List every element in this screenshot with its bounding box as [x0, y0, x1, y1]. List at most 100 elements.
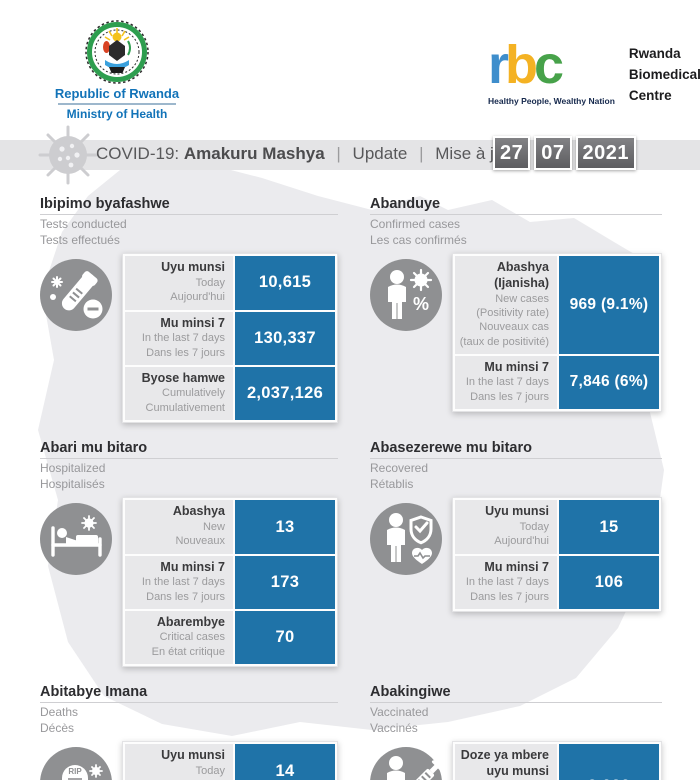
- table-row: Uyu munsi Today Aujourd'hui 10,615: [125, 256, 335, 310]
- row-sublabel: In the last 7 days: [141, 332, 225, 345]
- row-sublabel: Aujourd'hui: [170, 291, 225, 304]
- row-label: Mu minsi 7: [484, 359, 549, 374]
- value-cell: 70: [235, 610, 335, 665]
- ministry-name: Ministry of Health: [66, 107, 168, 121]
- value-cell: 2,037,126: [235, 366, 335, 421]
- value-cell: 969 (9.1%): [559, 256, 659, 354]
- row-sublabel: Dans les 7 jours: [146, 590, 225, 603]
- table-row: Mu minsi 7 In the last 7 days Dans les 7…: [125, 555, 335, 609]
- tombstone-icon: RIP: [40, 747, 112, 780]
- recovered-table: Uyu munsi Today Aujourd'hui 15 Mu minsi …: [452, 497, 662, 612]
- section-subtitle-en: Recovered: [370, 461, 429, 476]
- date-month: 07: [534, 136, 572, 170]
- title-main: Amakuru Mashya: [183, 144, 325, 163]
- rbc-name: Rwanda Biomedical Centre: [629, 44, 700, 107]
- title-prefix: COVID-19:: [96, 144, 180, 163]
- table-row: Abashya New Nouveaux 13: [125, 500, 335, 554]
- row-sublabel: In the last 7 days: [465, 576, 549, 589]
- row-label: Mu minsi 7: [484, 559, 549, 574]
- row-sublabel: Aujourd'hui: [494, 535, 549, 548]
- row-sublabel: Today: [195, 765, 225, 778]
- row-sublabel: (taux de positivité): [459, 335, 549, 348]
- pipe-separator: |: [336, 144, 341, 163]
- test-tube-icon: [40, 259, 112, 332]
- table-row: Abarembye Critical cases En état critiqu…: [125, 610, 335, 665]
- section-title: Abasezerewe mu bitaro: [370, 440, 662, 460]
- section-title: Abanduye: [370, 196, 662, 215]
- confirmed-case-icon: %: [370, 259, 442, 332]
- row-label: Mu minsi 7: [160, 315, 225, 330]
- date-display: 27 07 2021: [493, 136, 636, 170]
- section-title: Ibipimo byafashwe: [40, 196, 338, 215]
- row-label: Uyu munsi: [161, 748, 225, 763]
- row-label: Uyu munsi: [485, 504, 549, 519]
- row-sublabel: Dans les 7 jours: [470, 590, 549, 603]
- row-sublabel: Cumulativement: [145, 401, 225, 414]
- section-subtitle-fr: Décès: [40, 721, 75, 736]
- section-subtitle-fr: Tests effectués: [40, 233, 120, 248]
- section-subtitle-en: Deaths: [40, 705, 79, 720]
- section-subtitle-fr: Vaccinés: [370, 721, 418, 736]
- row-sublabel: In the last 7 days: [141, 576, 225, 589]
- section-subtitle-fr: Rétablis: [370, 477, 414, 492]
- row-label: Mu minsi 7: [160, 559, 225, 574]
- row-sublabel: New cases: [495, 292, 549, 305]
- table-row: Mu minsi 7 In the last 7 days Dans les 7…: [125, 311, 335, 365]
- rbc-logo: rbc Healthy People, Wealthy Nation Rwand…: [488, 36, 700, 107]
- section-vaccinated: Abakingiwe Vaccinated Vaccinés: [370, 684, 662, 780]
- row-label: Abarembye: [156, 614, 225, 629]
- row-sublabel: Cumulatively: [162, 387, 225, 400]
- row-sublabel: Today: [195, 277, 225, 289]
- rbc-name-line: Biomedical: [628, 66, 700, 82]
- rbc-wordmark: rbc: [488, 36, 615, 94]
- table-row: Mu minsi 7 In the last 7 days Dans les 7…: [455, 355, 659, 410]
- value-cell: 173: [235, 555, 335, 609]
- row-sublabel: Nouveaux cas: [479, 321, 549, 334]
- table-row: Byose hamwe Cumulatively Cumulativement …: [125, 366, 335, 421]
- government-name: Republic of Rwanda: [54, 86, 180, 101]
- section-subtitle-en: Vaccinated: [370, 705, 429, 720]
- table-row: Uyu munsi Today Aujourd'hui 15: [455, 500, 659, 554]
- row-label: Uyu munsi: [161, 260, 225, 275]
- value-cell: 15: [559, 500, 659, 554]
- section-subtitle-fr: Les cas confirmés: [370, 233, 467, 248]
- vaccine-syringe-icon: [370, 747, 442, 780]
- row-sublabel: Dans les 7 jours: [470, 390, 549, 403]
- table-row: Uyu munsi Today Aujourd'hui 14: [125, 744, 335, 780]
- row-sublabel: Critical cases: [159, 631, 225, 644]
- table-row: Mu minsi 7 In the last 7 days Dans les 7…: [455, 555, 659, 609]
- row-sublabel: In the last 7 days: [465, 376, 549, 389]
- row-label: Byose hamwe: [141, 370, 225, 385]
- section-hospitalized: Abari mu bitaro Hospitalized Hospitalisé…: [40, 440, 338, 668]
- title-bar: COVID-19: Amakuru Mashya | Update | Mise…: [0, 125, 700, 185]
- value-cell: 14: [235, 744, 335, 780]
- vaccinated-table: Doze ya mbere uyu munsi First dose today…: [452, 741, 662, 780]
- section-recovered: Abasezerewe mu bitaro Recovered Rétablis: [370, 440, 662, 667]
- row-sublabel: En état critique: [151, 645, 225, 658]
- rbc-name-line: Rwanda: [628, 46, 681, 61]
- section-title: Abitabye Imana: [40, 684, 338, 704]
- deaths-table: Uyu munsi Today Aujourd'hui 14 Mu minsi …: [122, 741, 338, 780]
- title-update: Update: [352, 144, 408, 163]
- recovered-shield-icon: [370, 503, 442, 576]
- table-row: Doze ya mbere uyu munsi First dose today…: [455, 744, 659, 780]
- value-cell: 10,615: [235, 256, 335, 310]
- value-cell: 3,020: [559, 744, 659, 780]
- row-sublabel: Nouveaux: [175, 535, 225, 548]
- section-subtitle-en: Hospitalized: [40, 461, 106, 476]
- pipe-separator: |: [419, 144, 424, 163]
- date-day: 27: [493, 136, 531, 170]
- hospitalized-table: Abashya New Nouveaux 13 Mu minsi 7 In th…: [122, 497, 338, 668]
- rip-label: RIP: [68, 767, 82, 776]
- logo-row: Republic of Rwanda Ministry of Health rb…: [0, 14, 700, 130]
- confirmed-table: Abashya (Ijanisha) New cases (Positivity…: [452, 253, 662, 413]
- section-title: Abari mu bitaro: [40, 440, 338, 460]
- value-cell: 106: [559, 555, 659, 609]
- row-sublabel: New: [202, 521, 225, 534]
- percent-label: %: [413, 294, 429, 314]
- row-label: Abashya: [172, 504, 225, 519]
- rbc-tagline: Healthy People, Wealthy Nation: [488, 96, 615, 106]
- stats-grid: Ibipimo byafashwe Tests conducted Tests …: [40, 196, 662, 780]
- logo-divider: [58, 103, 176, 105]
- value-cell: 13: [235, 500, 335, 554]
